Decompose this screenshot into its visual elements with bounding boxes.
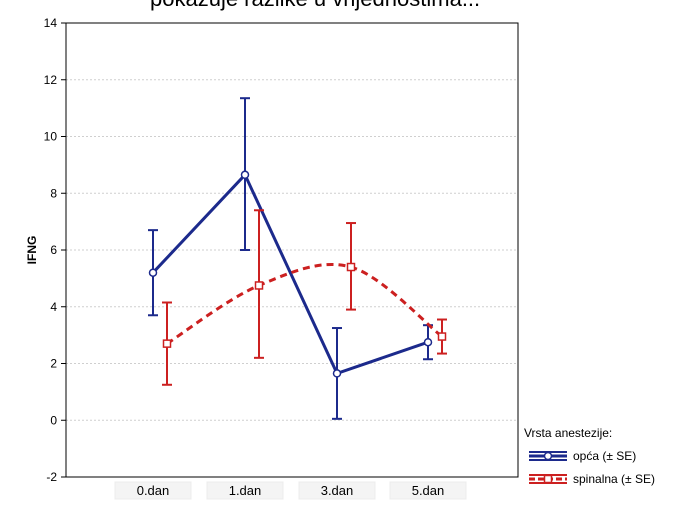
data-point-1-3 xyxy=(437,332,447,341)
x-category-label-2: 3.dan xyxy=(321,483,354,498)
y-tick-label-3: 4 xyxy=(50,300,57,314)
grid xyxy=(66,22,518,478)
x-category-box-2 xyxy=(298,481,376,500)
data-point-0-2 xyxy=(332,369,342,378)
y-tick-label-1: 0 xyxy=(50,413,57,427)
y-tick-label-8: 14 xyxy=(44,16,58,30)
data-point-0-0 xyxy=(148,268,158,277)
data-point-1-2 xyxy=(346,262,356,272)
x-axis-categories: 0.dan 1.dan 3.dan 5.dan xyxy=(114,481,467,500)
data-point-0-1 xyxy=(240,170,250,180)
x-category-label-3: 5.dan xyxy=(412,483,445,498)
y-axis-ticks: -2 0 2 4 6 8 10 12 14 xyxy=(44,16,66,484)
y-tick-label-2: 2 xyxy=(50,357,57,371)
legend: Vrsta anestezije: opća (± SE) spinalna (±… xyxy=(524,426,655,486)
y-tick-label-7: 12 xyxy=(44,73,58,87)
legend-marker-0 xyxy=(543,451,553,461)
y-tick-label-5: 8 xyxy=(50,186,57,200)
x-category-box-0 xyxy=(114,481,192,500)
series-line-0 xyxy=(151,172,429,376)
y-axis-label: IFNG xyxy=(25,236,39,265)
page-heading-fragment: pokazuje razlike u vrijednostima... xyxy=(150,0,480,11)
x-category-box-1 xyxy=(206,481,284,500)
legend-label-1: spinalna (± SE) xyxy=(573,472,655,486)
legend-label-0: opća (± SE) xyxy=(573,449,636,463)
data-point-1-1 xyxy=(254,281,264,290)
series-0 xyxy=(148,97,433,420)
data-point-0-3 xyxy=(423,337,433,347)
y-tick-label-0: -2 xyxy=(46,470,57,484)
y-tick-label-4: 6 xyxy=(50,243,57,257)
x-category-box-3 xyxy=(389,481,467,500)
legend-title: Vrsta anestezije: xyxy=(524,426,612,440)
y-tick-label-6: 10 xyxy=(44,130,58,144)
series-line-1 xyxy=(166,262,443,345)
legend-marker-1 xyxy=(543,474,553,484)
x-category-label-0: 0.dan xyxy=(137,483,170,498)
series-1 xyxy=(162,209,447,386)
x-category-label-1: 1.dan xyxy=(229,483,262,498)
series-layer xyxy=(148,97,447,420)
data-point-1-0 xyxy=(162,339,172,348)
